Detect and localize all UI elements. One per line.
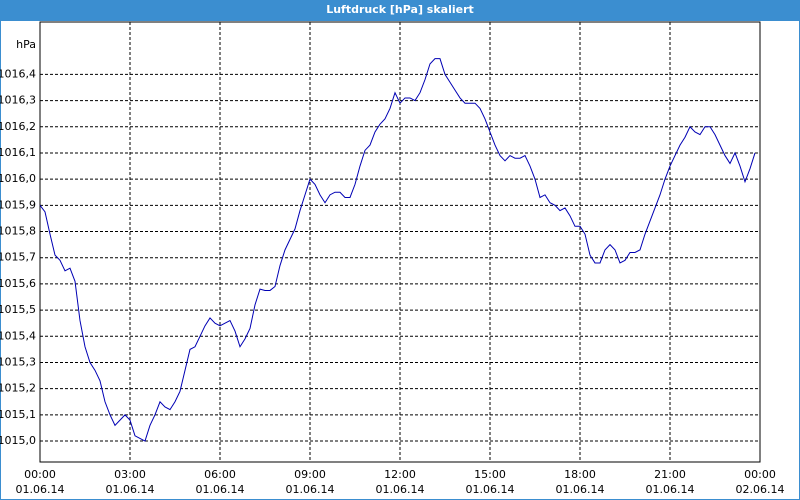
plot-frame <box>39 21 761 463</box>
y-tick-label: 1015,0 <box>0 434 36 447</box>
x-tick-label: 15:00 <box>474 468 506 481</box>
x-tick-label: 21:00 <box>654 468 686 481</box>
data-line <box>39 58 756 442</box>
y-axis-label: hPa <box>16 38 36 51</box>
x-tick-date: 02.06.14 <box>736 483 785 496</box>
x-tick-label: 00:00 <box>744 468 776 481</box>
x-tick-date: 01.06.14 <box>286 483 335 496</box>
y-tick-label: 1015,5 <box>0 303 36 316</box>
x-tick-date: 01.06.14 <box>196 483 245 496</box>
x-tick-date: 01.06.14 <box>646 483 695 496</box>
y-tick-label: 1016,0 <box>0 172 36 185</box>
y-tick-label: 1015,7 <box>0 251 36 264</box>
y-tick-label: 1015,8 <box>0 225 36 238</box>
x-tick-label: 09:00 <box>294 468 326 481</box>
y-tick-label: 1016,3 <box>0 94 36 107</box>
y-tick-label: 1016,1 <box>0 146 36 159</box>
x-tick-date: 01.06.14 <box>556 483 605 496</box>
x-tick-date: 01.06.14 <box>106 483 155 496</box>
y-tick-label: 1016,2 <box>0 120 36 133</box>
y-tick-label: 1015,9 <box>0 198 36 211</box>
y-tick-label: 1015,2 <box>0 382 36 395</box>
title-bar <box>0 0 800 20</box>
chart-title: Luftdruck [hPa] skaliert <box>326 3 474 16</box>
y-tick-label: 1015,6 <box>0 277 36 290</box>
x-tick-label: 06:00 <box>204 468 236 481</box>
y-tick-label: 1016,4 <box>0 67 36 80</box>
x-tick-label: 03:00 <box>114 468 146 481</box>
x-tick-label: 18:00 <box>564 468 596 481</box>
y-tick-label: 1015,4 <box>0 329 36 342</box>
y-tick-label: 1015,1 <box>0 408 36 421</box>
x-tick-date: 01.06.14 <box>16 483 65 496</box>
x-tick-label: 12:00 <box>384 468 416 481</box>
x-tick-date: 01.06.14 <box>376 483 425 496</box>
x-tick-label: 00:00 <box>24 468 56 481</box>
y-tick-label: 1015,3 <box>0 355 36 368</box>
x-tick-date: 01.06.14 <box>466 483 515 496</box>
